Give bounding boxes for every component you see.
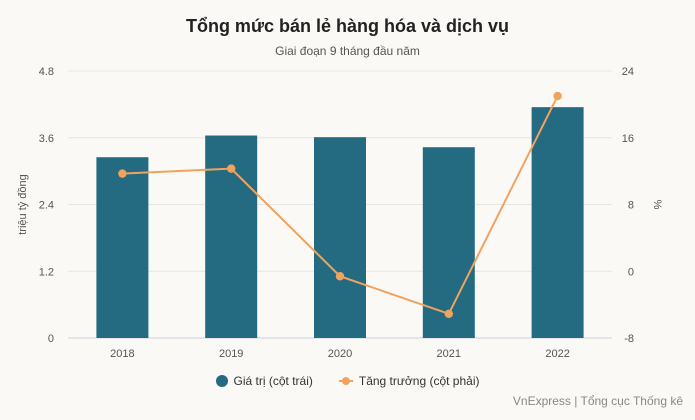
legend-label-growth: Tăng trưởng (cột phải) xyxy=(358,374,480,388)
y-right-axis-title: % xyxy=(651,200,663,210)
bar-2022 xyxy=(531,107,584,338)
point-2020 xyxy=(335,272,345,281)
y-left-tick-label: 2.4 xyxy=(39,200,54,212)
legend: Giá trị (cột trái) Tăng trưởng (cột phải… xyxy=(0,374,695,388)
x-tick-label: 2018 xyxy=(110,348,134,360)
x-tick-label: 2021 xyxy=(437,348,461,360)
legend-label-value: Giá trị (cột trái) xyxy=(233,374,313,388)
point-2018 xyxy=(118,169,127,178)
legend-item-growth[interactable]: Tăng trưởng (cột phải) xyxy=(338,374,480,388)
y-left-tick-label: 4.8 xyxy=(39,66,54,78)
point-2021 xyxy=(444,309,453,319)
bar-2021 xyxy=(422,147,475,338)
y-left-axis-title: triệu tỷ đồng xyxy=(17,174,29,235)
y-right-tick-label: 0 xyxy=(628,266,634,278)
y-right-tick-label: -8 xyxy=(624,333,634,345)
legend-item-value[interactable]: Giá trị (cột trái) xyxy=(215,374,313,388)
bar-2020 xyxy=(314,137,366,338)
y-left-tick-label: 0 xyxy=(48,333,54,345)
chart-subtitle: Giai đoạn 9 tháng đầu năm xyxy=(275,44,420,58)
y-left-tick-label: 1.2 xyxy=(39,266,54,278)
point-2022 xyxy=(553,91,562,101)
x-tick-label: 2019 xyxy=(219,348,243,360)
y-right-tick-label: 8 xyxy=(628,200,634,212)
bar-2018 xyxy=(96,157,149,338)
legend-swatch-line xyxy=(338,375,353,387)
x-tick-label: 2020 xyxy=(328,348,352,360)
legend-swatch-bar xyxy=(215,375,228,387)
source-credit: VnExpress | Tổng cục Thống kê xyxy=(512,394,683,408)
point-2019 xyxy=(227,164,236,173)
y-left-tick-label: 3.6 xyxy=(39,133,54,145)
y-right-tick-label: 24 xyxy=(622,66,634,78)
y-right-tick-label: 16 xyxy=(622,133,634,145)
x-tick-label: 2022 xyxy=(545,348,569,360)
chart-title: Tổng mức bán lẻ hàng hóa và dịch vụ xyxy=(185,16,510,36)
